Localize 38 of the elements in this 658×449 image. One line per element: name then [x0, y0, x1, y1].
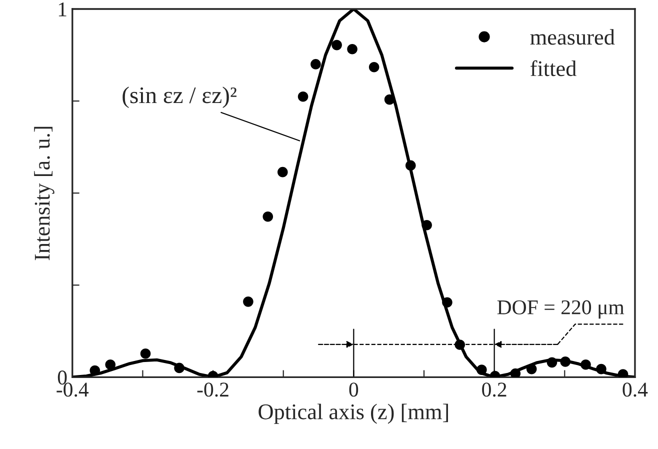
x-tick-label: -0.2: [197, 382, 228, 397]
point: [454, 340, 466, 350]
legend-label: measured: [530, 29, 615, 45]
point: [618, 369, 628, 378]
point: [140, 348, 151, 359]
y-axis-title: Intensity [a. u.]: [34, 126, 54, 260]
annotation: DOF = 220 μm: [497, 300, 624, 319]
point: [347, 44, 358, 54]
point: [442, 297, 452, 308]
x-tick-label: -0.4: [56, 382, 89, 397]
point: [368, 62, 380, 72]
point: [560, 356, 570, 367]
point: [596, 364, 606, 374]
point: [105, 359, 116, 370]
x-axis-title: Optical axis (z) [mm]: [258, 404, 448, 424]
point: [90, 365, 100, 376]
point: [510, 368, 521, 378]
point: [405, 160, 416, 171]
point: [174, 362, 184, 374]
point: [310, 59, 321, 70]
point: [422, 220, 432, 230]
x-tick-label: 0: [349, 382, 358, 397]
point: [243, 296, 254, 307]
x-tick-label: 0.2: [482, 382, 506, 397]
line-series: [72, 8, 635, 378]
point: [262, 211, 274, 222]
point: [476, 364, 487, 375]
point: [298, 91, 308, 102]
annotation: (sin εz / εz)²: [122, 86, 236, 108]
point: [526, 364, 537, 374]
point: [384, 94, 395, 105]
point: [332, 40, 342, 50]
y-tick-label: 1: [58, 2, 66, 16]
point: [278, 166, 288, 178]
point: [546, 357, 558, 368]
point: [580, 359, 591, 370]
legend-label: fitted: [530, 60, 576, 76]
x-tick-label: 0.4: [622, 382, 648, 397]
